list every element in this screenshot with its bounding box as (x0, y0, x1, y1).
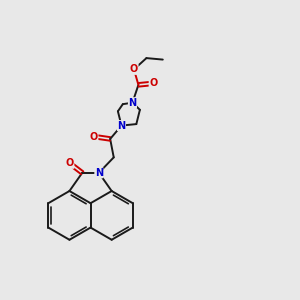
Text: N: N (128, 98, 136, 108)
Text: O: O (90, 132, 98, 142)
Text: N: N (95, 168, 103, 178)
Text: O: O (66, 158, 74, 168)
Text: N: N (117, 121, 125, 130)
Text: O: O (149, 78, 158, 88)
Text: O: O (130, 64, 138, 74)
